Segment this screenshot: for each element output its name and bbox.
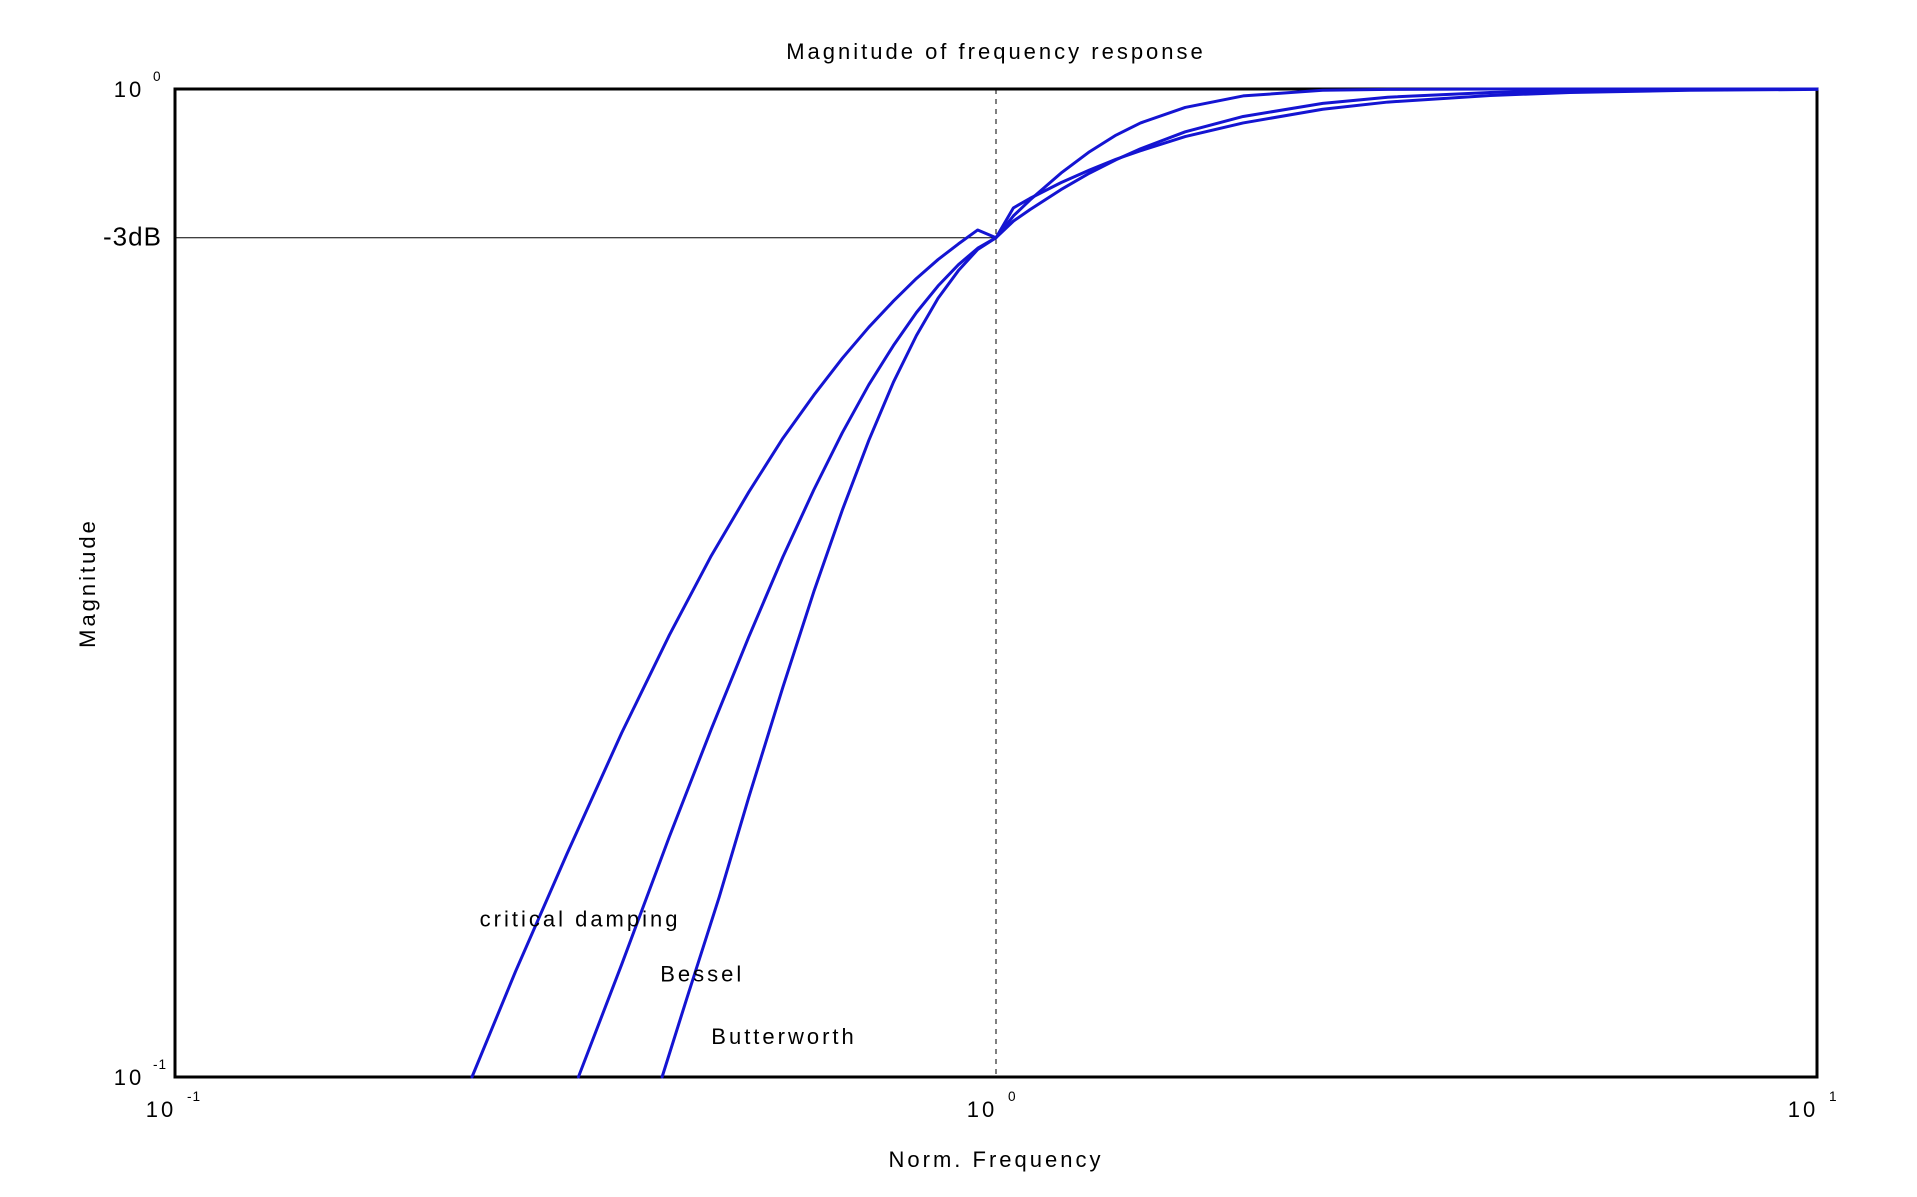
svg-text:10: 10	[967, 1097, 997, 1122]
frequency-response-chart: -3dBcritical dampingBesselButterworth10-…	[0, 0, 1917, 1197]
svg-text:-1: -1	[153, 1057, 167, 1072]
chart-title: Magnitude of frequency response	[786, 39, 1206, 64]
x-axis-label: Norm. Frequency	[889, 1147, 1104, 1172]
svg-text:0: 0	[153, 69, 162, 84]
svg-text:1: 1	[1829, 1089, 1838, 1104]
y-axis-label: Magnitude	[75, 518, 100, 648]
series-label-butterworth: Butterworth	[711, 1024, 857, 1049]
svg-text:10: 10	[114, 1065, 144, 1090]
svg-text:0: 0	[1008, 1089, 1017, 1104]
series-label-critical-damping: critical damping	[480, 907, 681, 932]
chart-container: -3dBcritical dampingBesselButterworth10-…	[0, 0, 1917, 1197]
ref-label-3db: -3dB	[103, 222, 162, 252]
svg-text:10: 10	[114, 77, 144, 102]
svg-text:-1: -1	[187, 1089, 201, 1104]
svg-text:10: 10	[146, 1097, 176, 1122]
svg-text:10: 10	[1788, 1097, 1818, 1122]
series-label-bessel: Bessel	[660, 961, 744, 986]
chart-background	[0, 0, 1917, 1197]
